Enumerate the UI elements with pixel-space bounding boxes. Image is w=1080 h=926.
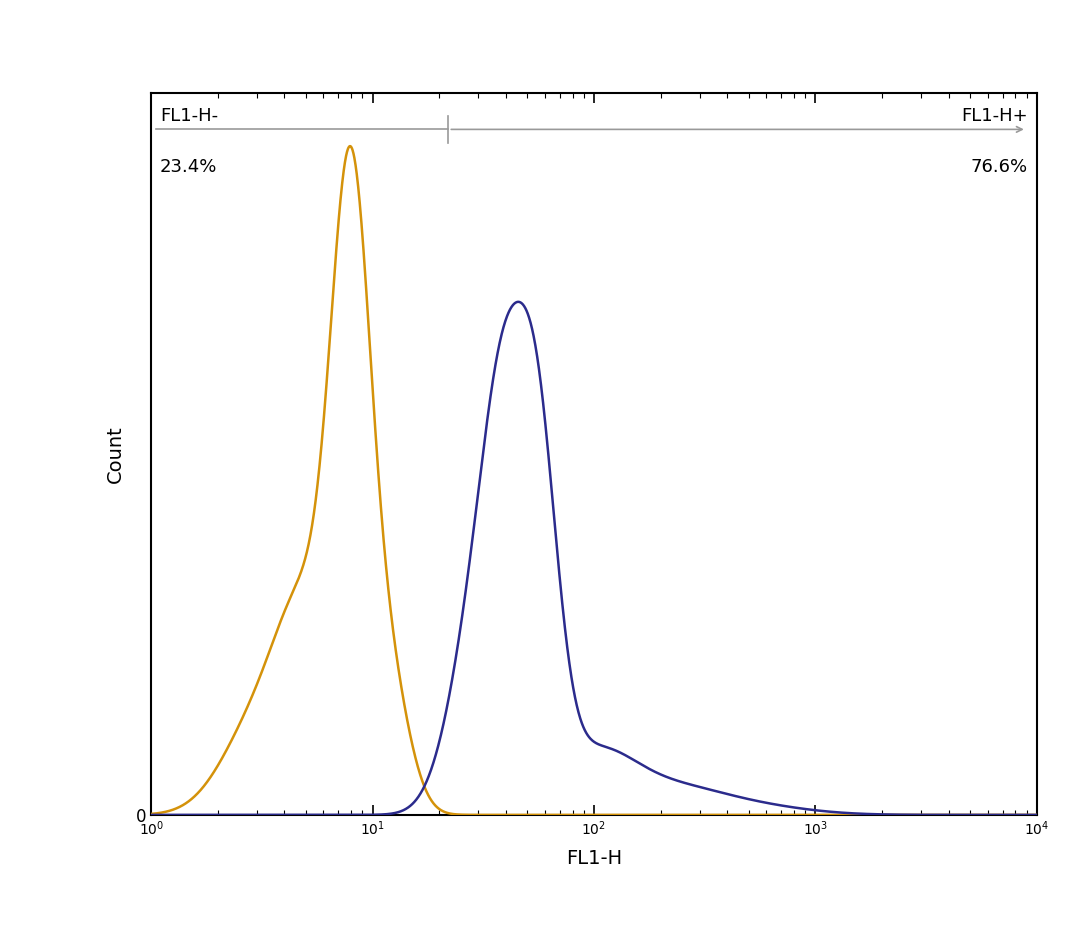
Text: 76.6%: 76.6% (971, 157, 1028, 176)
Y-axis label: Count: Count (106, 425, 124, 482)
Text: 23.4%: 23.4% (160, 157, 217, 176)
X-axis label: FL1-H: FL1-H (566, 849, 622, 869)
Text: FL1-H+: FL1-H+ (961, 107, 1028, 125)
Text: FL1-H-: FL1-H- (160, 107, 218, 125)
